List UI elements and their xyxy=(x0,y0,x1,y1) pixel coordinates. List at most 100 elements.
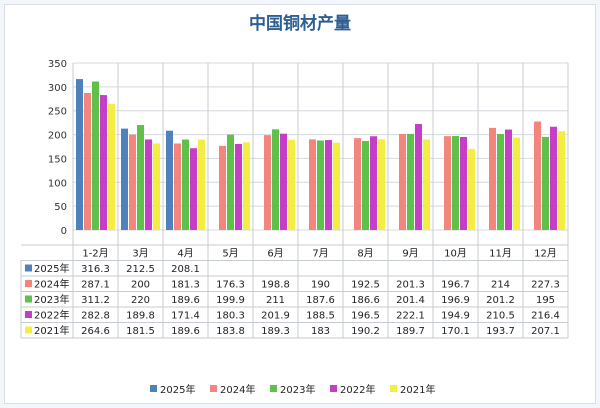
bar xyxy=(100,95,107,231)
data-label: 316.3 xyxy=(81,264,110,275)
bar xyxy=(497,133,504,230)
bar xyxy=(227,134,234,230)
bar xyxy=(550,126,557,230)
bar xyxy=(129,134,136,230)
data-label: 196.5 xyxy=(351,311,380,322)
data-label: 189.3 xyxy=(261,326,290,337)
legend-key xyxy=(390,385,397,392)
legend-key xyxy=(330,385,337,392)
data-label: 181.3 xyxy=(171,280,200,291)
data-label: 189.8 xyxy=(126,311,155,322)
legend-label: 2024年 xyxy=(220,383,255,396)
x-tick-label: 6月 xyxy=(267,248,283,260)
bar xyxy=(542,136,549,230)
bar xyxy=(370,136,377,230)
bar xyxy=(325,140,332,230)
data-label: 201.9 xyxy=(261,311,290,322)
bar xyxy=(317,140,324,230)
bar xyxy=(288,139,295,230)
legend-label: 2023年 xyxy=(280,383,315,396)
bar xyxy=(505,129,512,230)
y-tick-label: 200 xyxy=(48,131,67,142)
bar xyxy=(243,142,250,230)
table-series-key xyxy=(25,326,32,334)
table-series-name: 2025年 xyxy=(34,262,69,275)
x-tick-label: 9月 xyxy=(402,248,418,260)
data-label: 190.2 xyxy=(351,326,380,337)
data-label: 188.5 xyxy=(306,311,335,322)
x-tick-label: 7月 xyxy=(312,248,328,260)
data-label: 186.6 xyxy=(351,295,380,306)
y-tick-label: 350 xyxy=(48,59,67,70)
data-label: 196.9 xyxy=(441,295,470,306)
legend-key xyxy=(270,385,277,392)
data-label: 194.9 xyxy=(441,311,470,322)
bar xyxy=(76,79,83,230)
x-tick-label: 8月 xyxy=(357,248,373,260)
data-label: 193.7 xyxy=(486,326,515,337)
table-series-key xyxy=(25,295,32,303)
y-tick-label: 250 xyxy=(48,107,67,118)
data-label: 189.7 xyxy=(396,326,425,337)
legend: 2025年 2024年 2023年 2022年 2021年 xyxy=(150,383,435,396)
x-tick-label: 1-2月 xyxy=(82,248,108,260)
bar xyxy=(272,129,279,230)
bar xyxy=(198,139,205,230)
x-tick-label: 12月 xyxy=(534,248,557,260)
data-label: 216.4 xyxy=(531,311,560,322)
bar xyxy=(121,128,128,230)
legend-label: 2022年 xyxy=(340,383,375,396)
bar xyxy=(362,140,369,230)
data-label: 181.5 xyxy=(126,326,155,337)
bar xyxy=(415,124,422,230)
data-label: 214 xyxy=(491,280,510,291)
bar xyxy=(333,142,340,230)
bar xyxy=(309,139,316,230)
legend-key xyxy=(150,385,157,392)
bar xyxy=(468,148,475,230)
bar xyxy=(190,148,197,230)
bar xyxy=(354,138,361,230)
data-label: 201.4 xyxy=(396,295,425,306)
data-label: 220 xyxy=(131,295,150,306)
data-label: 198.8 xyxy=(261,280,290,291)
data-label: 170.1 xyxy=(441,326,470,337)
legend-label: 2021年 xyxy=(400,383,435,396)
bar xyxy=(534,121,541,230)
bar xyxy=(235,143,242,230)
data-label: 264.6 xyxy=(81,326,110,337)
data-label: 311.2 xyxy=(81,295,110,306)
legend-label: 2025年 xyxy=(160,383,195,396)
bar xyxy=(92,81,99,230)
y-tick-label: 150 xyxy=(48,154,67,165)
table-series-name: 2021年 xyxy=(34,324,69,337)
data-label: 195 xyxy=(536,295,555,306)
chart-title: 中国铜材产量 xyxy=(249,13,351,34)
table-series-name: 2024年 xyxy=(34,278,69,291)
data-label: 210.5 xyxy=(486,311,515,322)
data-label: 287.1 xyxy=(81,280,110,291)
bar xyxy=(145,139,152,230)
bar xyxy=(423,139,430,230)
bar xyxy=(137,125,144,230)
bar xyxy=(108,103,115,230)
bar xyxy=(513,137,520,230)
data-label: 189.6 xyxy=(171,326,200,337)
data-label: 208.1 xyxy=(171,264,200,275)
data-label: 196.7 xyxy=(441,280,470,291)
y-axis: 0 50 100 150 200 250 300 350 xyxy=(48,59,67,237)
data-label: 183 xyxy=(311,326,330,337)
bar xyxy=(452,136,459,230)
data-label: 199.9 xyxy=(216,295,245,306)
bar xyxy=(182,139,189,230)
bar xyxy=(407,133,414,230)
data-label: 180.3 xyxy=(216,311,245,322)
bar xyxy=(166,130,173,230)
y-tick-label: 100 xyxy=(48,178,67,189)
y-tick-label: 0 xyxy=(61,226,67,237)
data-label: 212.5 xyxy=(126,264,155,275)
x-tick-label: 4月 xyxy=(177,248,193,260)
x-tick-label: 10月 xyxy=(444,248,467,260)
data-label: 183.8 xyxy=(216,326,245,337)
bar xyxy=(264,135,271,230)
